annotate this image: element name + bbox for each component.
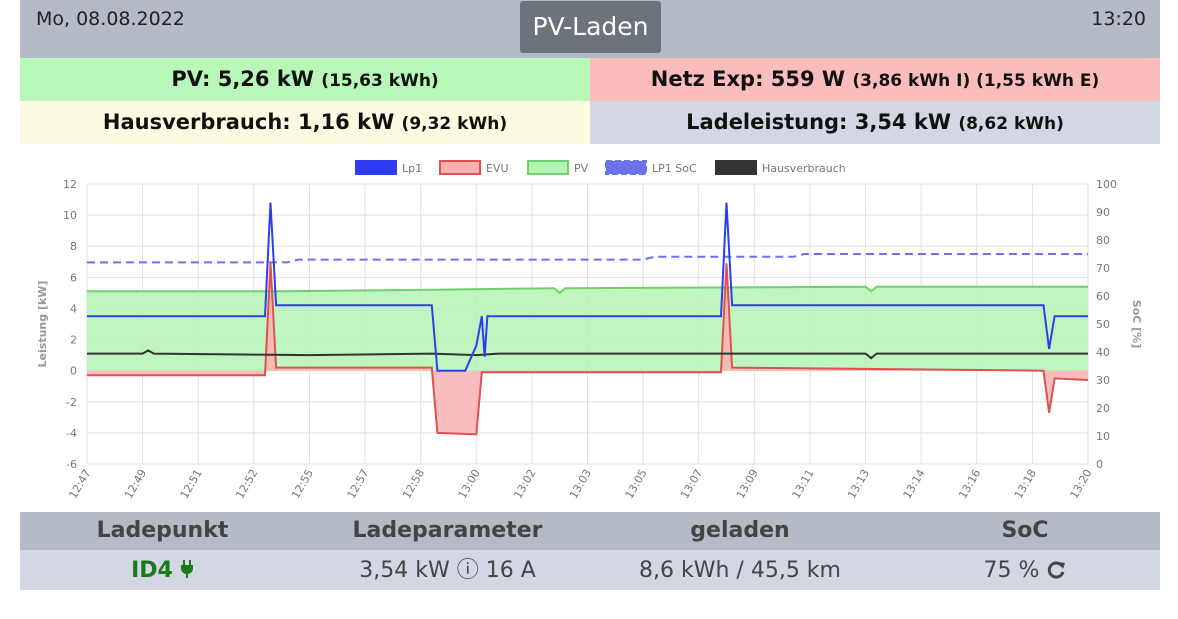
house-summary: Hausverbrauch: 1,16 kW (9,32 kWh)	[20, 101, 590, 144]
legend-swatch-pv	[527, 160, 569, 175]
y2-tick-label: 100	[1096, 178, 1117, 191]
legend-label-hausverbrauch: Hausverbrauch	[762, 162, 846, 175]
y-axis-label: Leistung [kW]	[36, 281, 49, 368]
pv-value: PV: 5,26 kW	[171, 67, 314, 91]
col-header-ladeparameter: Ladeparameter	[352, 518, 543, 543]
col-header-soc: SoC	[1001, 518, 1049, 543]
house-energy: (9,32 kWh)	[401, 114, 508, 134]
charging-energy: (8,62 kWh)	[958, 114, 1064, 134]
y2-tick-label: 10	[1096, 430, 1110, 443]
header-date: Mo, 08.08.2022	[36, 8, 185, 30]
legend-swatch-lp1	[355, 160, 397, 175]
charged-amount: 8,6 kWh / 45,5 km	[639, 558, 841, 583]
y-tick-label: 4	[70, 302, 77, 315]
y-tick-label: 10	[63, 209, 77, 222]
mode-button[interactable]: PV-Laden	[520, 1, 661, 53]
legend-label-pv: PV	[574, 162, 589, 175]
x-tick-label: 13:20	[1067, 467, 1094, 501]
x-tick-label: 12:47	[66, 467, 93, 501]
chargepoint-name[interactable]: ID4	[131, 558, 173, 583]
soc-cell[interactable]: 75 %	[890, 550, 1160, 590]
series-line-lp1-soc	[87, 253, 1088, 264]
table-row[interactable]: ID4 3,54 kW ⓘ 16 A 8,6 kWh / 45,5 km 75 …	[20, 550, 1160, 590]
x-tick-label: 13:11	[789, 467, 816, 501]
y-tick-label: 6	[70, 271, 77, 284]
y2-tick-label: 40	[1096, 346, 1110, 359]
y-tick-label: 2	[70, 334, 77, 347]
x-tick-label: 12:52	[233, 467, 260, 501]
series-line-hausverbrauch	[87, 349, 1088, 360]
grid-value: Netz Exp: 559 W	[650, 67, 846, 91]
legend-swatch-hausverbrauch	[715, 160, 757, 175]
chargepoint-cell[interactable]: ID4	[20, 550, 305, 590]
refresh-icon[interactable]	[1046, 560, 1066, 580]
header-time: 13:20	[1091, 8, 1146, 30]
x-tick-label: 13:18	[1012, 467, 1039, 501]
soc-value: 75 %	[983, 558, 1040, 583]
x-tick-label: 13:13	[845, 467, 872, 501]
y2-tick-label: 90	[1096, 206, 1110, 219]
x-tick-label: 13:05	[623, 467, 650, 501]
y2-tick-label: 50	[1096, 318, 1110, 331]
y-tick-label: 8	[70, 240, 77, 253]
legend-label-lp1: Lp1	[402, 162, 422, 175]
y2-axis-label: SoC [%]	[1130, 300, 1143, 348]
header-bar: Mo, 08.08.2022 PV-Laden 13:20	[20, 0, 1160, 58]
y-tick-label: -2	[66, 396, 77, 409]
x-tick-label: 13:02	[511, 467, 538, 501]
house-value: Hausverbrauch: 1,16 kW	[102, 110, 395, 134]
x-tick-label: 12:49	[122, 467, 149, 501]
x-tick-label: 13:09	[734, 467, 761, 501]
legend-swatch-lp1-soc	[605, 160, 647, 175]
charge-table-header: Ladepunkt Ladeparameter geladen SoC	[20, 512, 1160, 550]
y-tick-label: -6	[66, 458, 77, 471]
legend-swatch-evu	[439, 160, 481, 175]
pv-summary: PV: 5,26 kW (15,63 kWh)	[20, 58, 590, 101]
x-tick-label: 12:51	[178, 467, 205, 501]
x-tick-label: 12:57	[345, 467, 372, 501]
x-tick-label: 12:55	[289, 467, 316, 501]
pv-energy: (15,63 kWh)	[321, 71, 439, 91]
y-tick-label: 12	[63, 178, 77, 191]
x-tick-label: 12:58	[400, 467, 427, 501]
col-header-geladen: geladen	[690, 518, 790, 543]
y2-tick-label: 20	[1096, 402, 1110, 415]
charging-summary: Ladeleistung: 3,54 kW (8,62 kWh)	[590, 101, 1160, 144]
chart-lines	[87, 202, 1089, 436]
y2-tick-label: 30	[1096, 374, 1110, 387]
legend-label-evu: EVU	[486, 162, 509, 175]
x-tick-label: 13:14	[901, 467, 928, 501]
col-header-ladepunkt: Ladepunkt	[96, 518, 229, 543]
grid-energy: (3,86 kWh I) (1,55 kWh E)	[852, 71, 1100, 91]
legend-label-lp1-soc: LP1 SoC	[652, 162, 697, 175]
plug-icon	[180, 560, 193, 578]
y2-tick-label: 60	[1096, 290, 1110, 303]
x-tick-label: 13:03	[567, 467, 594, 501]
y-tick-label: 0	[70, 365, 77, 378]
series-area-pv	[87, 286, 1088, 371]
y-tick-label: -4	[66, 427, 77, 440]
x-tick-label: 13:07	[678, 467, 705, 501]
charging-value: Ladeleistung: 3,54 kW	[686, 110, 952, 134]
grid-summary: Netz Exp: 559 W (3,86 kWh I) (1,55 kWh E…	[590, 58, 1160, 101]
charge-parameters[interactable]: 3,54 kW ⓘ 16 A	[359, 558, 536, 583]
y2-tick-label: 80	[1096, 234, 1110, 247]
power-chart: Lp1 EVU PV LP1 SoC Hausverbrauch -6 -4 -2 0 2 4 6 8…	[36, 160, 1143, 501]
chart-legend: Lp1 EVU PV LP1 SoC Hausverbrauch	[355, 160, 846, 175]
x-tick-label: 13:00	[456, 467, 483, 501]
chart-areas	[87, 263, 1088, 435]
series-line-evu	[87, 263, 1089, 436]
y2-tick-label: 0	[1096, 458, 1103, 471]
x-tick-label: 13:16	[956, 467, 983, 501]
series-line-lp1	[87, 202, 1088, 372]
y2-tick-label: 70	[1096, 262, 1110, 275]
